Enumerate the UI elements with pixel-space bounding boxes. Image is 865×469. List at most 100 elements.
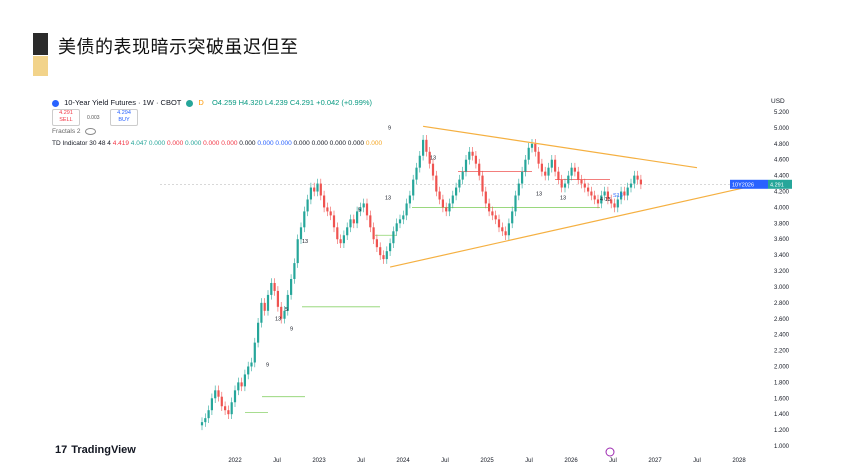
candle-body: [425, 139, 428, 152]
candle-body: [464, 159, 468, 172]
candle-body: [207, 410, 210, 419]
candle-body: [474, 155, 477, 164]
candle-body: [497, 219, 501, 228]
td-annotation: S13: [613, 193, 623, 199]
y-tick-label: 1.000: [774, 444, 790, 450]
candle-body: [276, 290, 279, 307]
candle-body: [587, 187, 590, 192]
y-tick-label: 4.000: [774, 205, 790, 211]
slide-title: 美债的表现暗示突破虽迟但至: [58, 37, 299, 57]
td-annotation: 13: [536, 192, 542, 198]
candle-body: [389, 243, 392, 252]
y-tick-label: 3.800: [774, 221, 790, 227]
trendline-upper: [423, 125, 698, 169]
symbol-price-tag-label: 10Y2026: [732, 182, 754, 188]
y-tick-label: 1.800: [774, 380, 790, 386]
candle-body: [438, 191, 441, 200]
candle-body: [435, 175, 438, 192]
candle-body: [600, 195, 603, 204]
td-indicator-label: TD Indicator 30 48 4: [52, 140, 111, 147]
symbol-title[interactable]: 10-Year Yield Futures · 1W · CBOT: [64, 98, 182, 107]
y-tick-label: 4.600: [774, 158, 790, 164]
candle-body: [395, 223, 398, 232]
symbol-icon: [52, 99, 59, 107]
candle-body: [250, 362, 253, 367]
x-tick-label: Jul: [525, 458, 533, 464]
y-tick-label: 3.400: [774, 253, 790, 259]
candle-body: [514, 195, 517, 212]
x-tick-label: Jul: [441, 458, 449, 464]
td-value: 0.000: [165, 140, 184, 147]
candle-body: [204, 418, 207, 423]
candle-body: [590, 191, 593, 196]
td-value: 0.000: [219, 140, 238, 147]
candle-body: [616, 199, 619, 208]
candle-body: [257, 322, 260, 343]
y-tick-label: 1.400: [774, 412, 790, 418]
candle-body: [263, 302, 266, 311]
candle-body: [527, 147, 530, 160]
candle-body: [342, 235, 345, 244]
td-annotation: 13: [430, 156, 436, 162]
candle-body: [511, 211, 514, 224]
buy-button[interactable]: 4.294 BUY: [110, 109, 138, 126]
chart-header: 10-Year Yield Futures · 1W · CBOT D O4.2…: [52, 98, 372, 107]
candle-body: [471, 151, 474, 156]
price-chart[interactable]: 5.200 5.000 4.800 4.600 4.400 4.200 4.000 3.800…: [40, 90, 800, 465]
candle-body: [217, 390, 220, 397]
candle-body: [329, 211, 332, 216]
x-tick-label: 2025: [480, 458, 494, 464]
td-value: 0.000: [237, 140, 256, 147]
td-value: 0.000: [345, 140, 365, 147]
currency-label[interactable]: USD: [771, 98, 785, 105]
td-annotation: 9: [266, 362, 269, 368]
y-tick-label: 3.200: [774, 269, 790, 275]
candle-body: [484, 191, 487, 204]
candle-body: [316, 183, 319, 192]
candle-body: [210, 398, 213, 411]
candle-body: [636, 175, 639, 180]
candle-body: [547, 167, 550, 176]
td-annotation: 13: [560, 195, 566, 201]
x-tick-label: 2028: [732, 458, 746, 464]
candle-body: [481, 175, 484, 192]
td-value: 4.047: [129, 140, 148, 147]
candle-body: [540, 163, 543, 172]
title-accent-gold: [33, 56, 48, 76]
eye-icon[interactable]: [85, 128, 97, 135]
candle-body: [537, 151, 540, 164]
candle-body: [392, 231, 395, 244]
candle-body: [398, 219, 402, 224]
trendline-lower: [389, 182, 764, 268]
td-value: 0.000: [291, 140, 310, 147]
fractals-indicator[interactable]: Fractals 2: [52, 128, 97, 135]
candle-body: [283, 310, 286, 319]
candle-body: [530, 143, 534, 148]
candle-body: [260, 302, 263, 323]
logo-text: TradingView: [71, 444, 136, 456]
x-tick-label: Jul: [273, 458, 281, 464]
x-tick-label: 2022: [228, 458, 242, 464]
y-tick-label: 2.400: [774, 333, 790, 339]
candle-body: [369, 215, 372, 228]
candle-body: [200, 422, 204, 426]
candle-body: [323, 195, 326, 208]
td-annotation: 13: [385, 195, 391, 201]
candle-body: [501, 227, 504, 232]
chart-area[interactable]: 10-Year Yield Futures · 1W · CBOT D O4.2…: [40, 90, 800, 465]
candle-body: [455, 187, 458, 196]
candle-body: [273, 282, 276, 291]
td-value: 0.000: [255, 140, 274, 147]
td-indicator[interactable]: TD Indicator 30 48 4 4.419 4.047 0.000 0…: [52, 140, 382, 147]
td-value: 0.000: [327, 140, 346, 147]
candle-body: [280, 306, 283, 319]
y-tick-label: 1.200: [774, 428, 790, 434]
td-annotation: 13: [275, 316, 281, 322]
candle-body: [309, 187, 312, 200]
td-value: 0.000: [201, 140, 220, 147]
candle-body: [385, 251, 388, 260]
sell-button[interactable]: 4.291 SELL: [52, 109, 80, 126]
y-tick-label: 1.600: [774, 396, 790, 402]
candle-body: [491, 211, 494, 216]
x-tick-label: 2026: [564, 458, 578, 464]
